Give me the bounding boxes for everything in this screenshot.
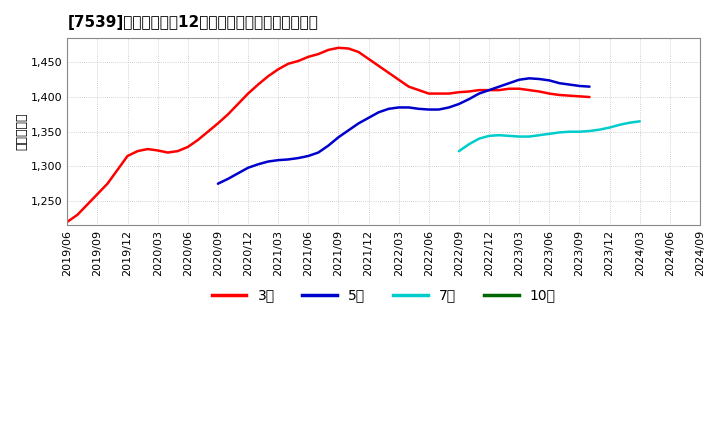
Y-axis label: （百万円）: （百万円） (15, 113, 28, 150)
Text: [7539]　当期純利益12か月移動合計の平均値の推移: [7539] 当期純利益12か月移動合計の平均値の推移 (67, 15, 318, 30)
Legend: 3年, 5年, 7年, 10年: 3年, 5年, 7年, 10年 (206, 283, 561, 308)
